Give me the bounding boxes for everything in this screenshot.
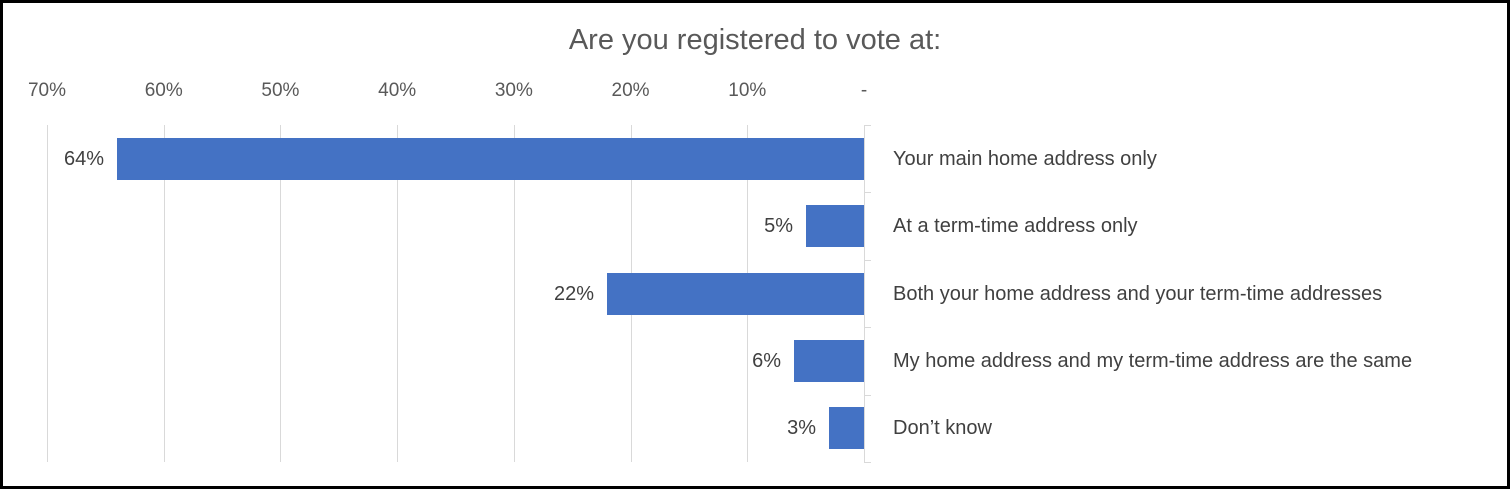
category-axis-line (864, 125, 865, 462)
category-label: Your main home address only (893, 147, 1157, 170)
bar[interactable] (607, 273, 864, 315)
category-label: At a term-time address only (893, 215, 1138, 238)
value-axis-tick-label: 10% (728, 80, 767, 101)
bar[interactable] (117, 138, 864, 180)
gridline (47, 125, 48, 462)
category-axis-tick (864, 192, 871, 193)
value-axis-tick-label: 20% (611, 80, 650, 101)
value-axis-tick-label: 60% (144, 80, 183, 101)
gridline (397, 125, 399, 462)
category-label: Don’t know (893, 417, 992, 440)
value-label: 6% (752, 349, 781, 372)
value-label: 3% (787, 417, 816, 440)
value-axis-tick-label: 70% (27, 80, 67, 101)
category-axis-tick (864, 462, 871, 463)
category-axis-tick (864, 125, 871, 126)
category-axis-tick (864, 260, 871, 261)
chart-title: Are you registered to vote at: (568, 24, 942, 56)
bar[interactable] (806, 205, 864, 247)
category-label: Both your home address and your term-tim… (893, 282, 1383, 305)
category-axis-tick (864, 395, 871, 396)
value-axis-tick-label: 30% (494, 80, 533, 101)
bar[interactable] (794, 340, 864, 382)
value-label: 5% (764, 215, 793, 238)
value-axis-tick-label: 40% (378, 80, 417, 101)
gridline (163, 125, 165, 462)
category-label: My home address and my term-time address… (893, 349, 1413, 372)
value-axis-tick-label: 50% (261, 80, 300, 101)
gridline (280, 125, 282, 462)
value-label: 64% (63, 147, 104, 170)
gridline (513, 125, 515, 462)
value-axis-tick-label: - (860, 80, 868, 101)
bar[interactable] (829, 407, 864, 449)
category-axis-tick (864, 327, 871, 328)
value-label: 22% (553, 282, 594, 305)
